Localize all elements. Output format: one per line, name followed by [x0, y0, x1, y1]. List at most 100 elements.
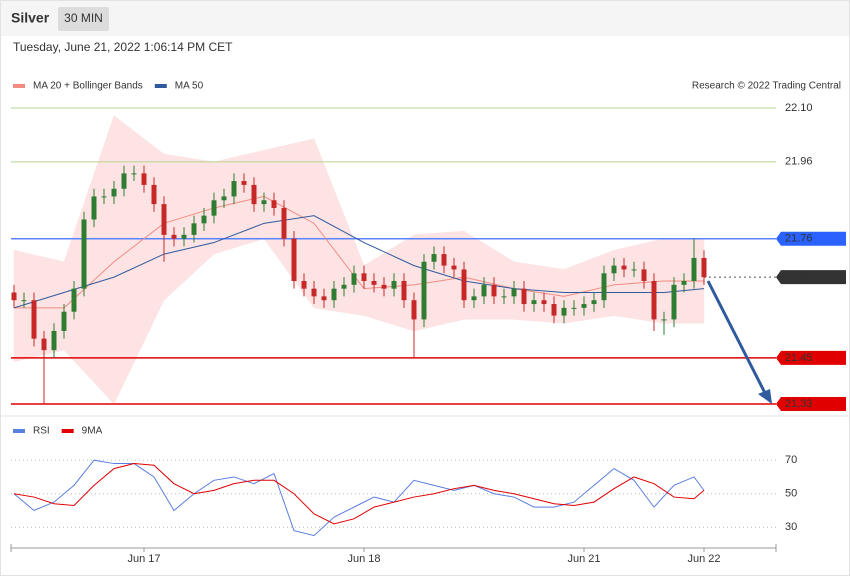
level-label: 22.10 [785, 102, 813, 114]
candle-body [31, 300, 37, 339]
candle-body [581, 304, 587, 308]
candle-body [641, 269, 647, 281]
candle-body [201, 215, 207, 224]
legend-label: MA 20 + Bollinger Bands [33, 81, 143, 92]
candle-body [391, 280, 397, 289]
candle-body [601, 273, 607, 301]
candle-body [211, 200, 217, 216]
candle-body [161, 204, 167, 235]
level-label: 21.45 [785, 352, 813, 364]
legend-swatch [61, 429, 74, 433]
candle-body [21, 300, 27, 302]
candle-body [631, 269, 637, 271]
candle-body [141, 173, 147, 185]
timeframe[interactable]: 30 MIN [64, 11, 103, 25]
candle-body [331, 288, 337, 301]
candle-body [11, 292, 17, 301]
x-tick-label: Jun 22 [687, 553, 720, 565]
candle-body [321, 296, 327, 301]
legend-swatch [13, 84, 25, 88]
candle-body [171, 234, 177, 239]
candle-body [311, 288, 317, 297]
header-bar [1, 1, 849, 36]
level-label: 21.66 [785, 271, 813, 283]
candle-body [541, 300, 547, 305]
legend-label: 9MA [82, 426, 103, 437]
legend-label: RSI [33, 426, 50, 437]
x-tick-label: Jun 21 [567, 553, 600, 565]
y-tick-label: 30 [785, 521, 797, 533]
candle-body [301, 280, 307, 289]
candle-body [281, 207, 287, 239]
candle-body [361, 273, 367, 281]
candle-body [351, 273, 357, 285]
timestamp: Tuesday, June 21, 2022 1:06:14 PM CET [13, 40, 233, 54]
candle-body [621, 265, 627, 270]
candle-body [491, 284, 497, 297]
candle-body [291, 238, 297, 281]
level-box [776, 350, 846, 365]
candle-body [371, 280, 377, 285]
candle-body [381, 284, 387, 289]
instrument: Silver [11, 10, 50, 26]
candle-body [611, 265, 617, 274]
candle-body [521, 288, 527, 305]
indicator-line [13, 463, 705, 525]
level-label: 21.33 [785, 398, 813, 410]
legend-swatch [154, 84, 167, 88]
candle-body [81, 219, 87, 289]
candle-body [701, 257, 707, 278]
candle-body [181, 234, 187, 239]
timeframe-badge[interactable] [58, 7, 109, 31]
candle-body [231, 181, 237, 197]
y-tick-label: 50 [785, 488, 797, 500]
candle-body [441, 254, 447, 266]
candle-body [61, 311, 67, 331]
candle-body [261, 200, 267, 205]
candle-body [241, 181, 247, 185]
candle-body [341, 284, 347, 289]
level-box [776, 270, 846, 285]
candle-body [191, 223, 197, 235]
candle-body [121, 173, 127, 189]
candle-body [401, 280, 407, 301]
candle-body [151, 184, 157, 205]
x-tick-label: Jun 17 [127, 553, 160, 565]
candle-body [501, 296, 507, 298]
candle-body [461, 269, 467, 301]
candle-body [591, 300, 597, 305]
plot: 22.10 21.96 21.76 21.66 21.45 21.33 MA 20 + Bo… [10, 81, 846, 565]
candle-body [221, 196, 227, 201]
forecast-arrowhead [758, 389, 772, 404]
legend-swatch [13, 429, 25, 433]
candle-body [411, 300, 417, 320]
candle-body [271, 200, 277, 208]
candle-body [671, 284, 677, 320]
level-box [776, 231, 846, 246]
indicator-line [13, 459, 705, 537]
moving-average [13, 215, 705, 309]
candle-body [251, 184, 257, 205]
candle-body [531, 300, 537, 305]
level-label: 21.76 [785, 233, 813, 245]
candle-body [51, 330, 57, 351]
candle-body [431, 254, 437, 262]
candle-body [561, 307, 567, 316]
candle-body [421, 261, 427, 320]
credit: Research © 2022 Trading Central [692, 81, 841, 92]
level-box [776, 396, 846, 411]
forecast-arrow [706, 280, 768, 396]
candle-body [131, 173, 137, 175]
legend-label: MA 50 [175, 81, 204, 92]
y-tick-label: 70 [785, 454, 797, 466]
candle-body [481, 284, 487, 297]
candle-body [661, 319, 667, 321]
candle-body [471, 296, 477, 301]
candle-body [41, 338, 47, 351]
candle-body [691, 257, 697, 281]
moving-average [14, 195, 704, 309]
candle-body [71, 288, 77, 312]
candle-body [101, 196, 107, 198]
candle-body [511, 288, 517, 297]
level-label: 21.96 [785, 156, 813, 168]
